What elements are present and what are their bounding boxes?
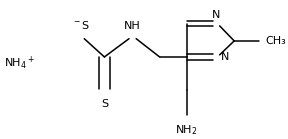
Text: NH$_4$$^+$: NH$_4$$^+$	[4, 55, 35, 72]
Text: CH₃: CH₃	[265, 36, 286, 46]
Text: NH: NH	[124, 21, 141, 31]
Text: $^-$S: $^-$S	[72, 19, 90, 31]
Text: S: S	[101, 99, 108, 109]
Text: N: N	[221, 52, 230, 62]
Text: NH$_2$: NH$_2$	[175, 124, 198, 137]
Text: N: N	[212, 10, 220, 20]
